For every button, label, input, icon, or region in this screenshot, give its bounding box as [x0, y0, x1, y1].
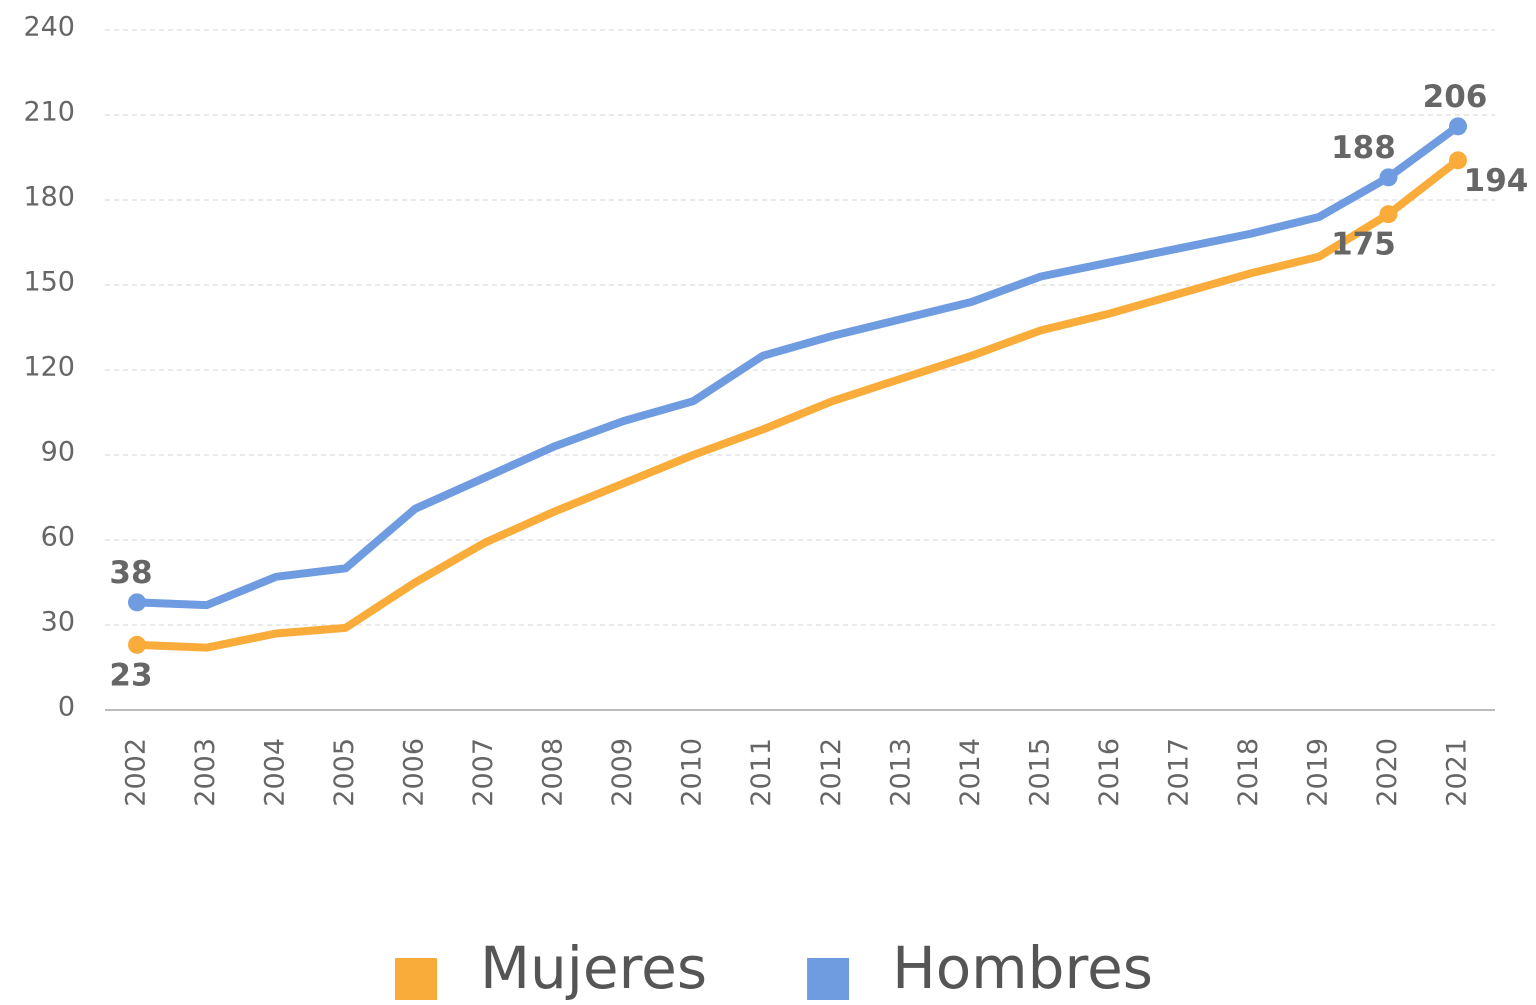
x-tick-label: 2017	[1163, 738, 1194, 807]
y-tick-label: 30	[41, 607, 75, 638]
x-tick-label: 2021	[1442, 738, 1473, 807]
data-label: 206	[1423, 79, 1488, 115]
x-tick-label: 2013	[885, 738, 916, 807]
y-tick-label: 210	[23, 97, 75, 128]
x-tick-label: 2020	[1372, 738, 1403, 807]
x-tick-label: 2018	[1233, 738, 1264, 807]
x-tick-label: 2007	[468, 738, 499, 807]
data-label: 175	[1331, 227, 1396, 263]
point	[128, 593, 146, 612]
point	[128, 635, 146, 654]
x-tick-label: 2002	[121, 738, 152, 807]
y-tick-label: 60	[41, 522, 75, 553]
point	[1449, 151, 1467, 170]
x-tick-label: 2005	[329, 738, 360, 807]
x-tick-label: 2019	[1302, 738, 1333, 807]
line	[136, 157, 1461, 652]
point	[1379, 168, 1398, 187]
x-tick-label: 2016	[1094, 738, 1125, 807]
x-tick-label: 2003	[190, 738, 221, 807]
x-tick-label: 2011	[746, 738, 777, 807]
data-label: 38	[109, 555, 152, 591]
x-tick-label: 2010	[677, 738, 708, 807]
line	[136, 123, 1461, 610]
x-tick-label: 2004	[260, 738, 291, 807]
y-tick-label: 240	[23, 12, 75, 43]
y-tick-label: 150	[23, 267, 75, 298]
x-tick-label: 2009	[607, 738, 638, 807]
y-tick-label: 0	[58, 692, 75, 723]
data-label: 188	[1331, 130, 1396, 166]
legend-swatch	[395, 958, 437, 1000]
x-tick-label: 2006	[399, 738, 430, 807]
y-tick-label: 180	[23, 182, 75, 213]
point	[1449, 117, 1467, 136]
y-tick-label: 120	[23, 352, 75, 383]
legend-swatch	[807, 958, 850, 1000]
point	[1379, 205, 1398, 224]
x-tick-label: 2008	[538, 738, 569, 807]
x-tick-label: 2014	[955, 738, 986, 807]
legend-label: Mujeres	[480, 934, 707, 1002]
data-label: 23	[109, 657, 152, 693]
y-tick-label: 90	[41, 437, 75, 468]
x-tick-label: 2015	[1024, 738, 1055, 807]
data-label: 194	[1464, 163, 1529, 199]
x-tick-label: 2012	[816, 738, 847, 807]
legend-label: Hombres	[892, 934, 1153, 1002]
